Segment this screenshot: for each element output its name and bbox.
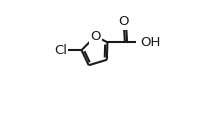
Text: OH: OH xyxy=(141,36,161,49)
Text: O: O xyxy=(119,15,129,28)
Text: Cl: Cl xyxy=(54,44,67,57)
Text: O: O xyxy=(90,30,101,43)
